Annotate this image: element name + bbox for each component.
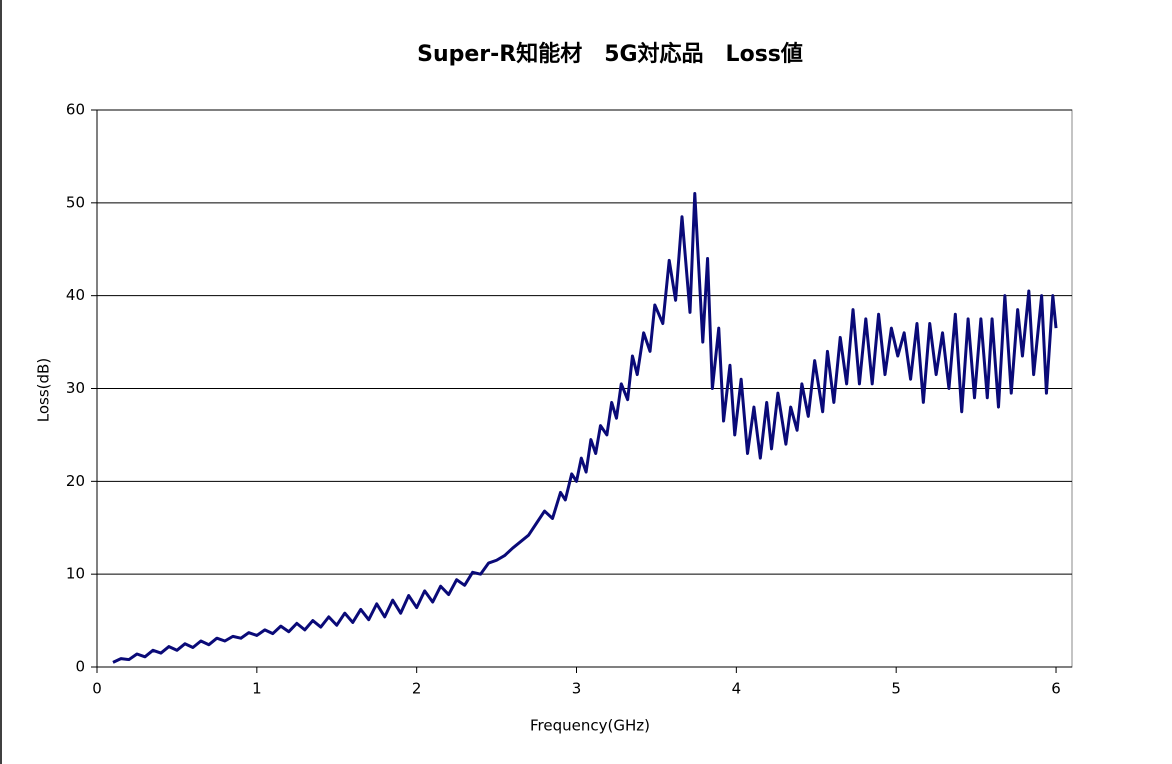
- x-tick-label: 3: [572, 680, 582, 698]
- x-tick-label: 5: [891, 680, 901, 698]
- y-tick-label: 40: [66, 286, 85, 304]
- chart-title: Super-R知能材 5G対応品 Loss値: [417, 41, 803, 67]
- y-tick-label: 20: [66, 472, 85, 490]
- x-tick-label: 2: [412, 680, 422, 698]
- x-tick-label: 1: [252, 680, 262, 698]
- y-tick-label: 0: [75, 658, 85, 676]
- x-tick-label: 4: [732, 680, 742, 698]
- data-line: [112, 192, 1058, 664]
- y-tick-label: 50: [66, 193, 85, 211]
- x-tick-label: 6: [1051, 680, 1061, 698]
- y-axis-label: Loss(dB): [35, 358, 53, 422]
- x-axis-label: Frequency(GHz): [530, 717, 650, 735]
- y-tick-label: 10: [66, 565, 85, 583]
- y-tick-label: 60: [66, 101, 85, 119]
- y-tick-label: 30: [66, 379, 85, 397]
- x-tick-label: 0: [92, 680, 102, 698]
